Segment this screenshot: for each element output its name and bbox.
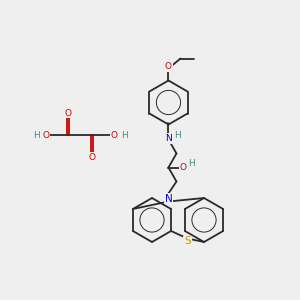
Text: N: N bbox=[165, 134, 172, 143]
Text: H: H bbox=[33, 130, 39, 140]
Text: H: H bbox=[188, 159, 195, 168]
Text: H: H bbox=[121, 130, 128, 140]
Text: O: O bbox=[110, 130, 118, 140]
Text: O: O bbox=[88, 152, 95, 161]
Text: O: O bbox=[64, 109, 71, 118]
Text: H: H bbox=[174, 131, 181, 140]
Text: N: N bbox=[165, 194, 172, 203]
Text: O: O bbox=[180, 163, 187, 172]
Text: O: O bbox=[43, 130, 50, 140]
Text: S: S bbox=[184, 236, 191, 247]
Text: O: O bbox=[165, 62, 172, 71]
